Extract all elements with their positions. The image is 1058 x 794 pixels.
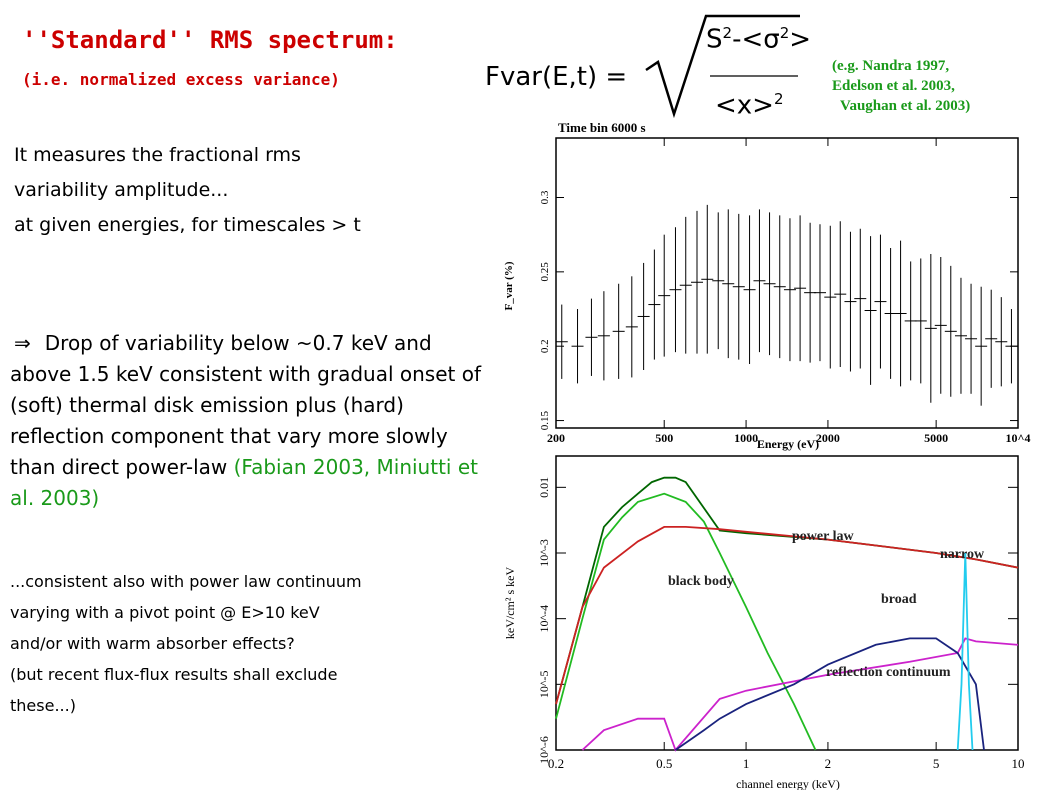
spectrum-series-line <box>581 637 1019 752</box>
fvar-xtick-label: 10^4 <box>1006 431 1031 445</box>
label-broad: broad <box>881 592 917 607</box>
note-line: varying with a pivot point @ E>10 keV <box>10 603 320 622</box>
intro-line: at given energies, for timescales > t <box>14 214 361 236</box>
bullet-text: Drop of variability below ~0.7 keV and a… <box>10 331 482 479</box>
note-line: these...) <box>10 696 76 715</box>
spectrum-ytick-label: 10^-5 <box>537 671 551 699</box>
label-reflection: reflection continuum <box>826 665 951 680</box>
spectrum-xtick-label: 0.2 <box>548 756 564 771</box>
fvar-xtick-label: 5000 <box>924 431 948 445</box>
note-line: (but recent flux-flux results shall excl… <box>10 665 338 684</box>
fvar-chart-title: Time bin 6000 s <box>558 120 646 135</box>
label-black-body: black body <box>668 574 734 589</box>
slide-subtitle: (i.e. normalized excess variance) <box>22 70 340 89</box>
fvar-xlabel: Energy (eV) <box>757 437 819 451</box>
reference-line: Vaughan et al. 2003) <box>840 98 971 114</box>
fvar-ytick-label: 0.3 <box>539 190 551 204</box>
spectrum-xtick-label: 0.5 <box>656 756 672 771</box>
spectrum-xtick-label: 5 <box>933 756 940 771</box>
references: (e.g. Nandra 1997, Edelson et al. 2003, … <box>832 56 970 116</box>
fvar-ytick-label: 0.25 <box>539 262 551 282</box>
fvar-xtick-label: 2000 <box>816 431 840 445</box>
formula-numerator: S2-<σ2> <box>706 24 812 55</box>
notes: ...consistent also with power law contin… <box>10 566 362 721</box>
spectrum-xtick-label: 10 <box>1012 756 1025 771</box>
spectrum-series-line <box>555 526 1019 705</box>
fvar-xtick-label: 1000 <box>734 431 758 445</box>
reference-line: Edelson et al. 2003, <box>832 78 955 94</box>
fvar-ytick-label: 0.2 <box>539 339 551 353</box>
note-line: and/or with warm absorber effects? <box>10 634 295 653</box>
fvar-xtick-label: 200 <box>547 431 565 445</box>
spectrum-xtick-label: 2 <box>825 756 832 771</box>
spectrum-plot-frame <box>555 455 1019 751</box>
spectrum-xlabel: channel energy (keV) <box>736 777 840 790</box>
spectrum-series-line <box>555 492 817 751</box>
note-line: ...consistent also with power law contin… <box>10 572 362 591</box>
slide-title: ''Standard'' RMS spectrum: <box>22 26 398 54</box>
intro-line: It measures the fractional rms <box>14 144 301 166</box>
fvar-xtick-label: 500 <box>655 431 673 445</box>
spectrum-chart: channel energy (keV) keV/cm² s keV 0.2 0.… <box>503 455 1025 790</box>
spectrum-series-line <box>674 637 985 751</box>
label-power-law: power law <box>792 529 854 544</box>
fvar-chart: Time bin 6000 s Energy (eV) F_var (%) 20… <box>503 120 1031 451</box>
spectrum-ytick-label: 10^-6 <box>537 736 551 764</box>
spectrum-ytick-label: 0.01 <box>537 477 551 498</box>
sqrt-sign <box>645 14 800 119</box>
bullet-citation: (Fabian 2003, Miniutti et al. 2003) <box>10 455 478 510</box>
spectrum-ytick-label: 10^-4 <box>537 605 551 633</box>
fvar-plot-frame <box>555 137 1019 429</box>
arrow-icon: ⇒ <box>14 331 31 355</box>
formula-lhs: Fvar(E,t) = <box>485 62 628 92</box>
fvar-ytick-label: 0.15 <box>539 410 551 430</box>
spectrum-ytick-label: 10^-3 <box>537 539 551 567</box>
fvar-ylabel: F_var (%) <box>503 261 515 310</box>
bullet-paragraph: ⇒ Drop of variability below ~0.7 keV and … <box>10 328 490 514</box>
intro-text: It measures the fractional rms variabili… <box>14 138 361 243</box>
reference-line: (e.g. Nandra 1997, <box>832 58 950 74</box>
spectrum-ylabel: keV/cm² s keV <box>503 567 517 640</box>
label-narrow: narrow <box>940 547 985 562</box>
spectrum-series-line <box>956 552 974 751</box>
formula-denominator: <x>2 <box>715 90 784 121</box>
spectrum-xtick-label: 1 <box>743 756 750 771</box>
intro-line: variability amplitude... <box>14 179 229 201</box>
